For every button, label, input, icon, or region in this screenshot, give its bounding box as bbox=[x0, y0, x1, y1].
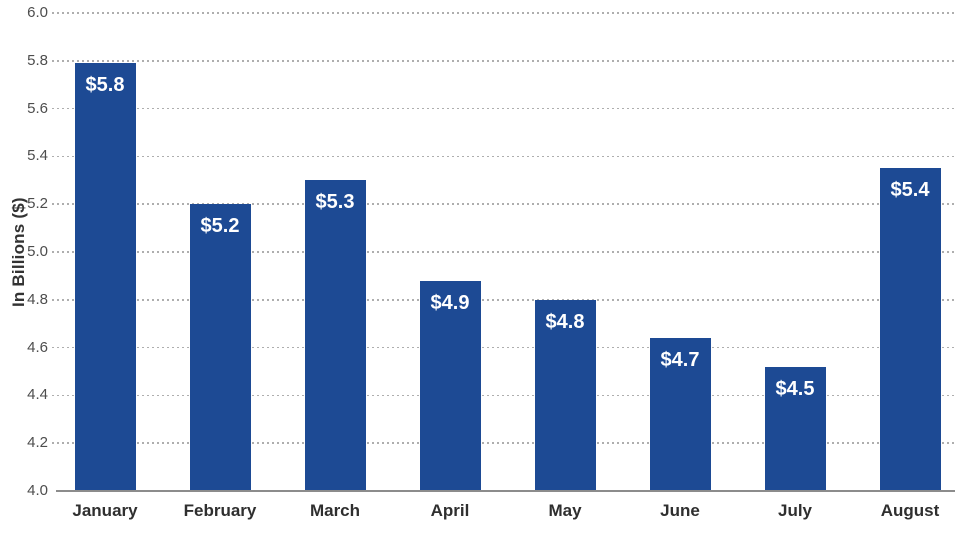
y-tick-label: 4.2 bbox=[27, 434, 48, 452]
bar-march: $5.3 bbox=[304, 180, 366, 490]
bar-value-label: $4.7 bbox=[660, 349, 700, 372]
gridline bbox=[52, 346, 955, 349]
x-tick-label: February bbox=[183, 501, 257, 520]
y-tick-label: 4.0 bbox=[27, 482, 48, 499]
bar-august: $5.4 bbox=[879, 168, 941, 490]
gridline bbox=[52, 299, 955, 301]
y-tick-label: 6.0 bbox=[27, 4, 48, 21]
bar-value-label: $4.9 bbox=[430, 291, 470, 314]
gridline bbox=[52, 12, 955, 14]
bar-june: $4.7 bbox=[649, 338, 711, 490]
bar-value-label: $5.4 bbox=[890, 179, 930, 202]
x-tick-label: January bbox=[72, 501, 138, 520]
y-tick-label: 5.8 bbox=[27, 51, 48, 69]
gridline bbox=[52, 203, 955, 205]
y-tick-label: 4.8 bbox=[27, 290, 48, 308]
y-tick-label: 4.4 bbox=[27, 386, 48, 404]
x-tick-label: April bbox=[430, 501, 470, 520]
bar-july: $4.5 bbox=[764, 366, 826, 490]
x-tick-label: March bbox=[309, 501, 361, 520]
bar-value-label: $4.8 bbox=[545, 310, 585, 333]
y-tick-label: 5.6 bbox=[27, 99, 48, 117]
y-tick-label: 5.0 bbox=[27, 243, 48, 260]
gridline bbox=[52, 60, 955, 62]
bar-april: $4.9 bbox=[419, 280, 481, 490]
y-tick-label: 5.4 bbox=[27, 147, 48, 165]
gridline bbox=[52, 155, 955, 158]
bar-value-label: $5.8 bbox=[85, 74, 125, 97]
bar-value-label: $5.2 bbox=[200, 215, 240, 238]
bar-february: $5.2 bbox=[189, 204, 251, 490]
x-tick-label: May bbox=[548, 501, 582, 520]
x-tick-label: August bbox=[880, 501, 940, 520]
bar-may: $4.8 bbox=[534, 299, 596, 490]
bar-value-label: $5.3 bbox=[315, 191, 355, 214]
gridline bbox=[52, 107, 955, 110]
bar-value-label: $4.5 bbox=[775, 377, 815, 400]
x-tick-label: July bbox=[777, 501, 813, 520]
x-axis-line bbox=[56, 490, 955, 492]
y-tick-label: 5.2 bbox=[27, 195, 48, 213]
gridline bbox=[52, 394, 955, 397]
x-tick-label: June bbox=[660, 501, 700, 520]
gridline bbox=[52, 251, 955, 253]
y-tick-label: 4.6 bbox=[27, 338, 48, 356]
gridline bbox=[52, 442, 955, 444]
bar-january: $5.8 bbox=[74, 63, 136, 490]
